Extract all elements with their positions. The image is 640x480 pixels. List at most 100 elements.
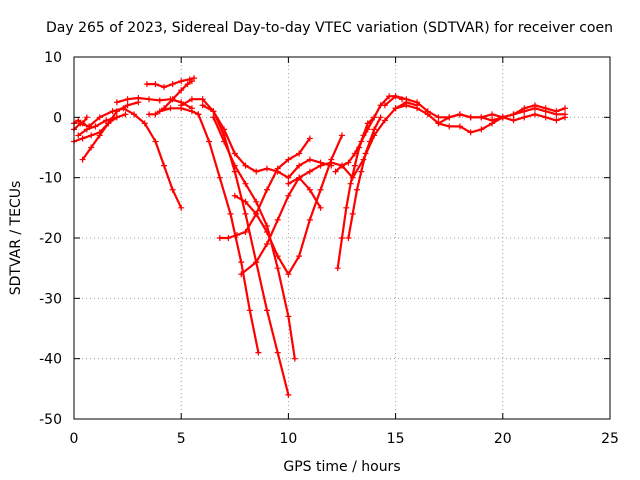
data-point <box>92 123 99 130</box>
data-point <box>392 93 399 100</box>
data-point <box>317 162 324 169</box>
data-point <box>152 138 159 145</box>
data-point <box>253 198 260 205</box>
data-point <box>88 132 95 139</box>
data-point <box>510 117 517 124</box>
data-point <box>242 198 249 205</box>
data-point <box>274 165 281 172</box>
data-point <box>88 144 95 151</box>
data-point <box>178 204 185 211</box>
data-point <box>332 168 339 175</box>
data-point <box>263 241 270 248</box>
data-point <box>79 156 86 163</box>
data-point <box>306 135 313 142</box>
data-point <box>96 114 103 121</box>
data-point <box>371 114 378 121</box>
data-point <box>296 162 303 169</box>
data-point <box>105 120 112 127</box>
data-point <box>456 111 463 118</box>
data-point <box>334 265 341 272</box>
data-point <box>263 228 270 235</box>
data-point <box>188 96 195 103</box>
axis-ticks <box>73 56 611 420</box>
y-tick-label: 0 <box>53 110 62 126</box>
data-point <box>238 271 245 278</box>
data-point <box>227 210 234 217</box>
data-point <box>242 228 249 235</box>
data-point <box>531 102 538 109</box>
x-tick-label: 0 <box>70 431 79 447</box>
data-point <box>146 111 153 118</box>
data-point <box>199 102 206 109</box>
data-point <box>291 355 298 362</box>
data-point <box>351 162 358 169</box>
data-point <box>191 75 198 82</box>
data-point <box>184 81 191 88</box>
data-point <box>345 159 352 166</box>
series-arc-5 <box>75 114 120 139</box>
data-point <box>351 150 358 157</box>
data-point <box>553 108 560 115</box>
data-point <box>113 99 120 106</box>
data-point <box>178 87 185 94</box>
data-point <box>79 120 86 127</box>
series-arc-19 <box>345 114 384 241</box>
data-point <box>285 271 292 278</box>
data-point <box>542 114 549 121</box>
data-point <box>456 123 463 130</box>
data-point <box>521 105 528 112</box>
data-point <box>146 96 153 103</box>
data-point <box>392 105 399 112</box>
series-arc-15 <box>231 132 345 278</box>
data-point <box>531 111 538 118</box>
series-arc-20 <box>332 93 406 175</box>
series-arc-7 <box>143 75 198 91</box>
y-tick-label: -20 <box>39 231 62 247</box>
data-series <box>71 75 568 398</box>
data-point <box>131 111 138 118</box>
data-point <box>242 162 249 169</box>
data-point <box>561 114 568 121</box>
data-point <box>188 108 195 115</box>
data-point <box>339 132 345 139</box>
data-point <box>446 123 453 130</box>
data-point <box>328 159 335 166</box>
series-arc-4 <box>79 99 142 163</box>
data-point <box>478 114 485 121</box>
data-point <box>347 180 354 187</box>
data-point <box>156 108 163 115</box>
data-point <box>339 162 345 169</box>
data-point <box>296 253 303 260</box>
data-point <box>195 111 202 118</box>
data-point <box>113 114 120 121</box>
data-point <box>141 120 148 127</box>
data-point <box>414 99 421 106</box>
data-point <box>231 150 238 157</box>
data-point <box>238 259 245 266</box>
data-point <box>306 168 313 175</box>
y-tick-label: -30 <box>39 291 62 307</box>
data-point <box>317 204 324 211</box>
data-point <box>188 78 195 85</box>
data-point <box>231 162 238 169</box>
data-point <box>169 96 176 103</box>
data-point <box>343 204 350 211</box>
data-point <box>113 108 120 115</box>
data-point <box>135 95 142 102</box>
data-point <box>210 108 217 115</box>
series-line <box>218 137 311 240</box>
data-point <box>489 111 496 118</box>
data-point <box>83 126 90 133</box>
data-point <box>424 111 431 118</box>
x-tick-label: 10 <box>279 431 297 447</box>
data-point <box>178 102 185 109</box>
data-point <box>274 216 281 223</box>
chart-title: Day 265 of 2023, Sidereal Day-to-day VTE… <box>46 20 613 36</box>
series-line <box>334 95 404 173</box>
data-point <box>354 186 361 193</box>
data-point <box>339 235 345 241</box>
data-point <box>274 253 281 260</box>
data-point <box>263 222 270 229</box>
data-point <box>221 126 228 133</box>
